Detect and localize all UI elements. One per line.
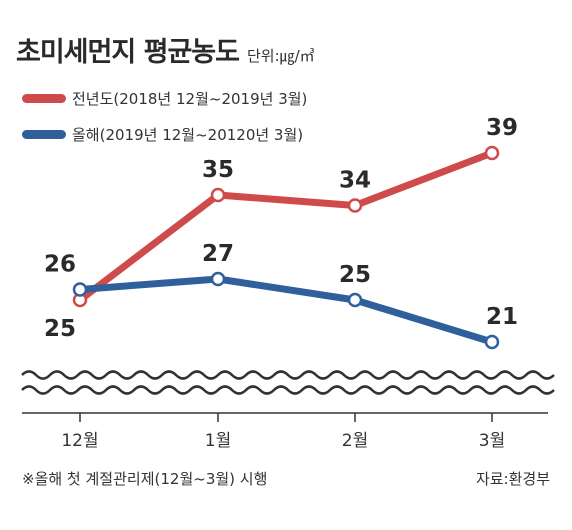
data-points (72, 145, 500, 350)
series-lines (76, 149, 496, 346)
data-point (484, 145, 500, 161)
footnote: ※올해 첫 계절관리제(12월~3월) 시행 (22, 470, 268, 488)
axis-break (21, 370, 555, 395)
data-point (72, 282, 88, 297)
data-label: 27 (202, 241, 234, 267)
x-tick-label: 12월 (61, 431, 98, 451)
data-label: 39 (486, 115, 518, 141)
title-row: 초미세먼지 평균농도 단위:㎍/㎥ (16, 30, 315, 69)
legend-swatch-this-year (22, 130, 66, 139)
x-tick-label: 1월 (205, 431, 231, 451)
series-line (76, 275, 496, 346)
data-point (347, 198, 363, 213)
source-label: 자료:환경부 (475, 470, 550, 488)
legend-item-prev-year: 전년도(2018년 12월~2019년 3월) (22, 88, 307, 109)
data-point (347, 292, 363, 308)
legend-swatch-prev-year (22, 94, 66, 103)
data-point (484, 334, 500, 350)
legend-label-this-year: 올해(2019년 12월~20120년 3월) (72, 126, 304, 144)
x-tick-label: 2월 (342, 431, 368, 451)
data-label: 25 (44, 316, 76, 342)
data-label: 21 (486, 304, 518, 330)
data-label: 34 (339, 168, 371, 194)
data-label: 26 (44, 252, 76, 278)
chart-title: 초미세먼지 평균농도 (16, 37, 240, 68)
x-tick-label: 3월 (479, 431, 505, 451)
legend-label-prev-year: 전년도(2018년 12월~2019년 3월) (72, 90, 308, 108)
unit-label: 단위:㎍/㎥ (246, 47, 315, 65)
data-labels: 25 35 34 39 26 27 25 21 (44, 115, 518, 342)
data-point (210, 271, 226, 287)
data-label: 35 (202, 157, 234, 183)
axis-break-wave (21, 385, 555, 395)
x-axis-ticks: 12월 1월 2월 3월 (61, 413, 505, 451)
data-label: 25 (339, 262, 371, 288)
series-line (76, 149, 496, 304)
data-point (210, 187, 226, 203)
axis-break-wave (21, 370, 555, 380)
legend-item-this-year: 올해(2019년 12월~20120년 3월) (22, 124, 303, 145)
